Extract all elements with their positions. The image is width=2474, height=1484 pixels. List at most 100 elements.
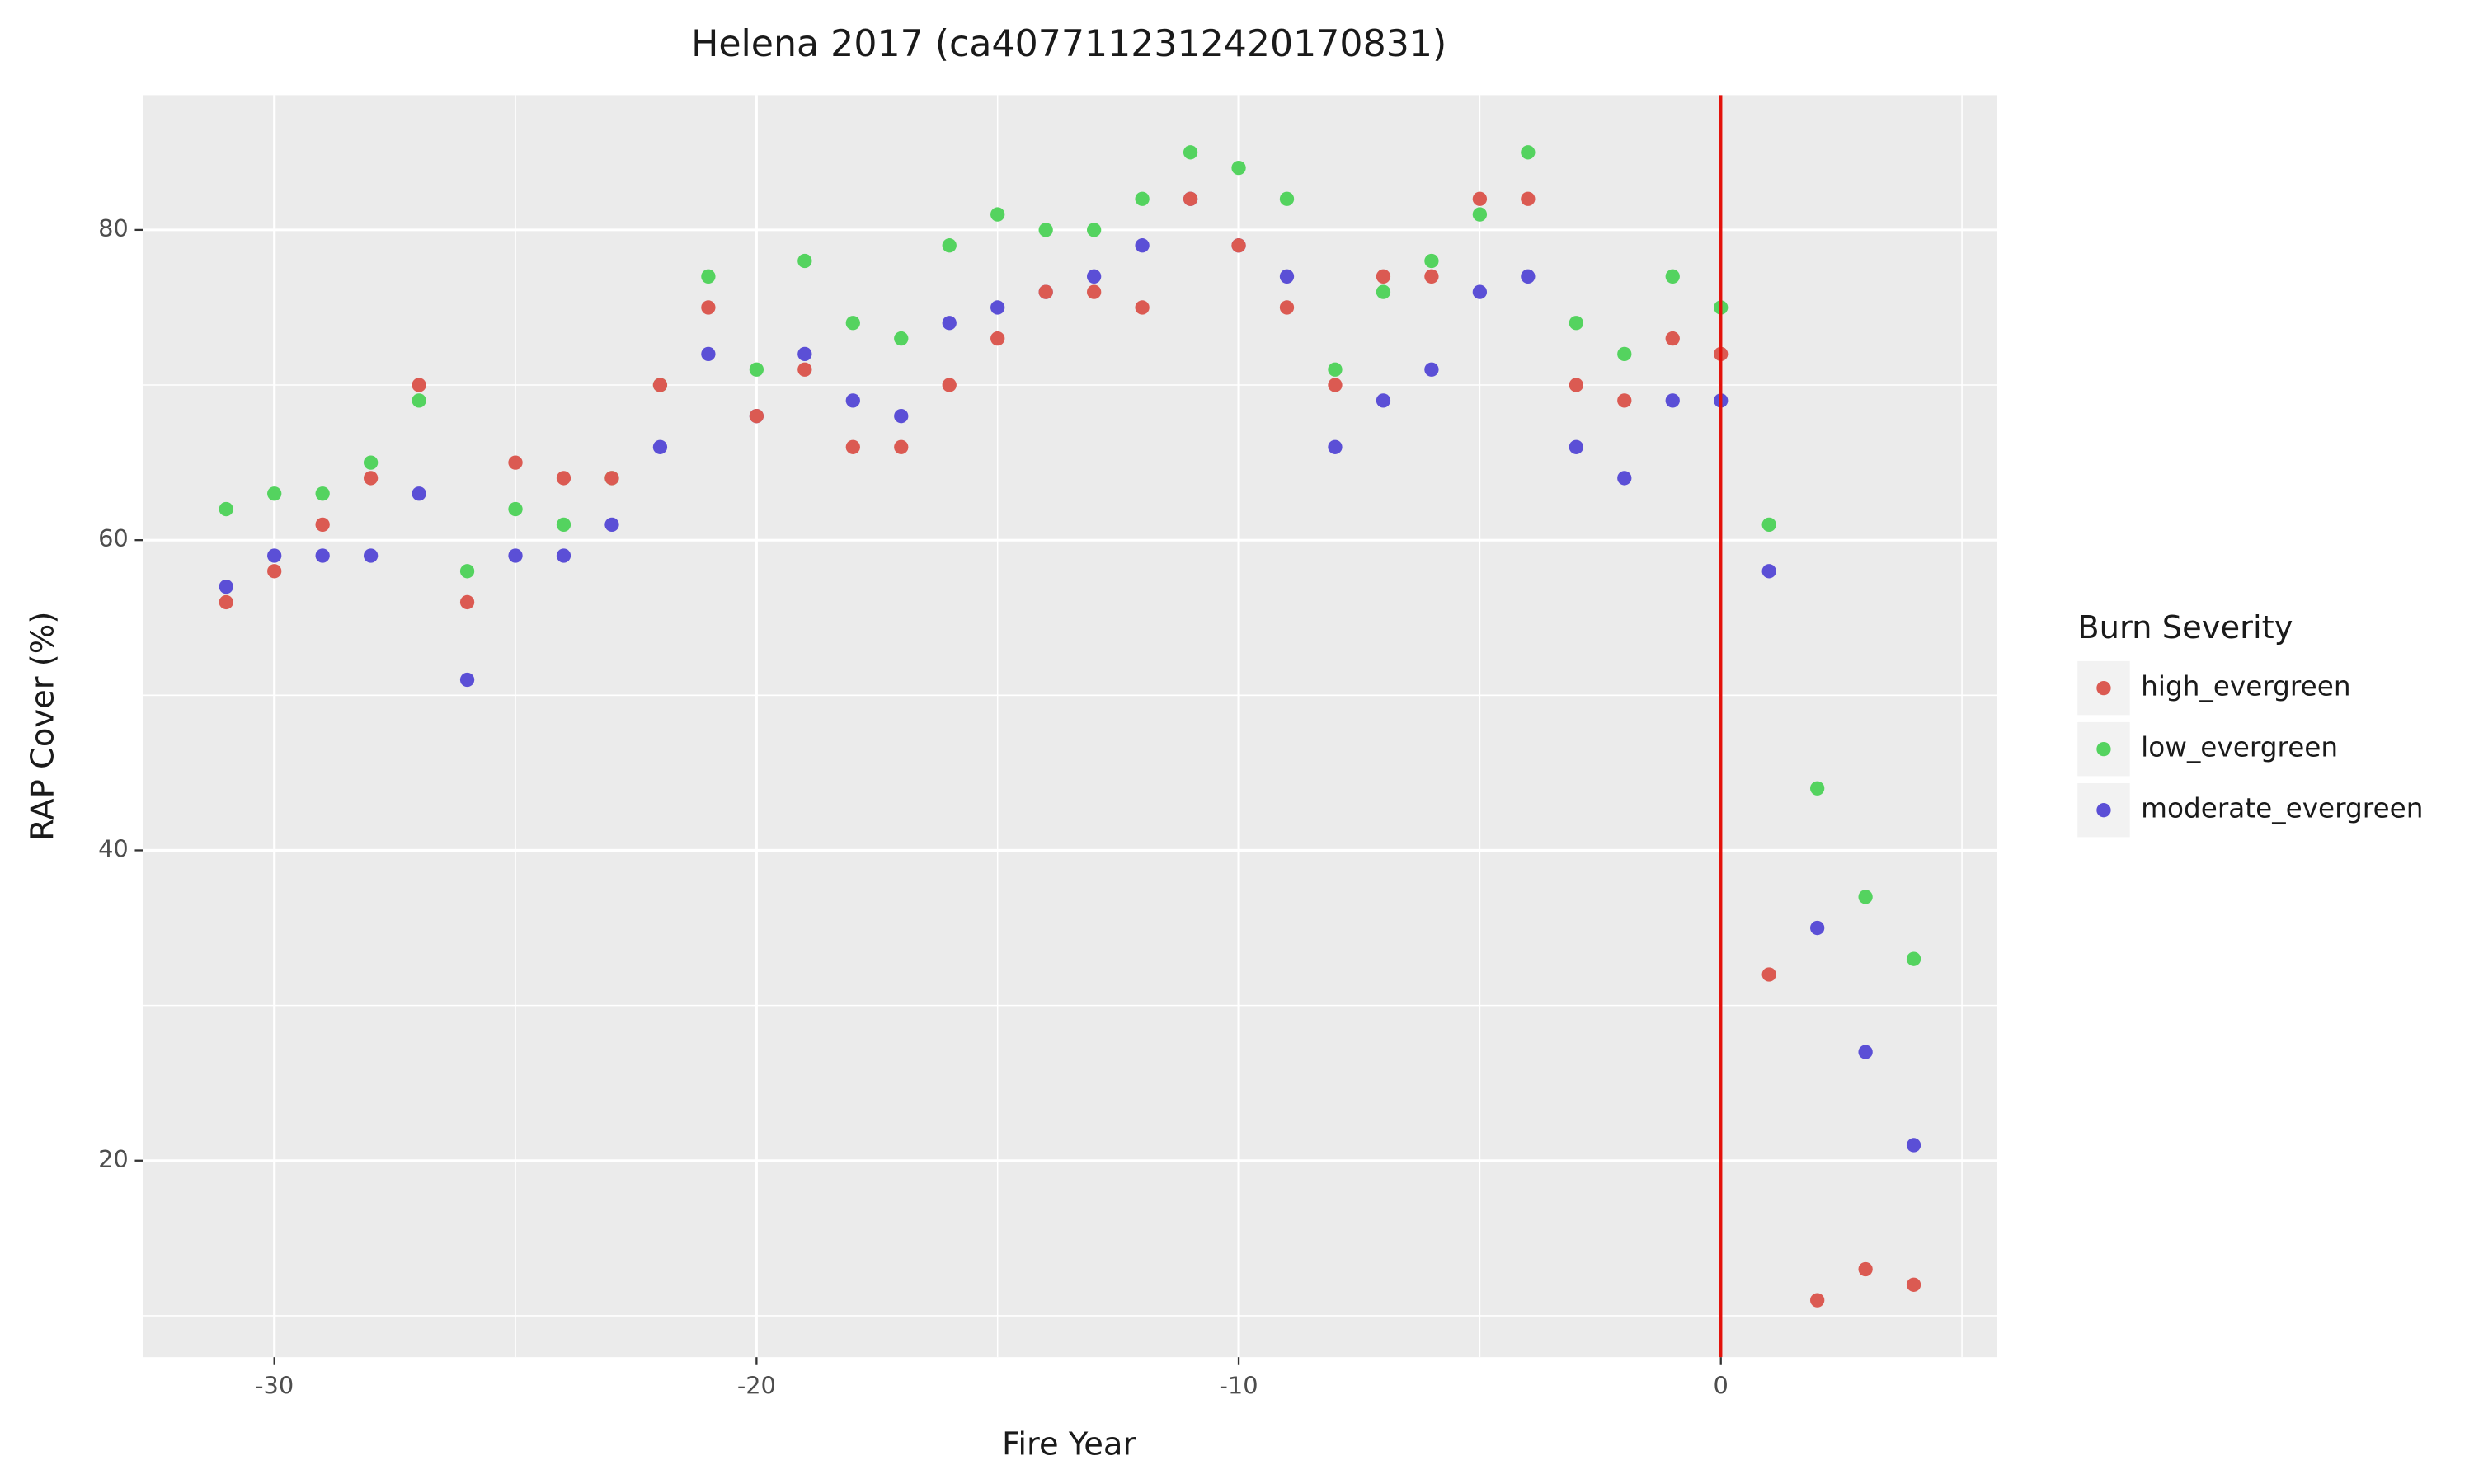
point xyxy=(508,455,523,470)
point xyxy=(1135,300,1150,315)
point xyxy=(363,471,379,486)
point xyxy=(508,548,523,563)
point xyxy=(845,393,860,408)
point xyxy=(1569,316,1583,331)
point xyxy=(459,564,475,579)
point xyxy=(701,346,716,362)
legend-label: high_evergreen xyxy=(2141,671,2350,702)
y-axis-label: RAP Cover (%) xyxy=(24,612,61,841)
x-tick-label: 0 xyxy=(1714,1372,1729,1400)
point xyxy=(1521,145,1536,160)
point xyxy=(1521,191,1536,206)
point xyxy=(1906,1138,1921,1153)
point xyxy=(412,393,426,408)
point xyxy=(1906,951,1921,966)
x-tick-label: -30 xyxy=(255,1372,294,1400)
point xyxy=(942,316,957,331)
point xyxy=(508,501,523,517)
point xyxy=(267,564,282,579)
point xyxy=(219,501,233,517)
point xyxy=(363,548,379,563)
point xyxy=(1135,238,1150,253)
point xyxy=(1231,238,1246,253)
point xyxy=(894,439,909,454)
point xyxy=(315,548,330,563)
point xyxy=(1231,160,1246,176)
legend-title: Burn Severity xyxy=(2077,609,2293,646)
point xyxy=(1086,269,1102,284)
legend-marker xyxy=(2096,742,2111,757)
point xyxy=(1665,269,1680,284)
point xyxy=(1858,890,1873,904)
y-tick-label: 80 xyxy=(98,214,129,242)
point xyxy=(652,378,668,392)
point xyxy=(1617,346,1632,362)
point xyxy=(1424,269,1439,284)
point xyxy=(1135,191,1150,206)
point xyxy=(1086,284,1102,299)
point xyxy=(797,253,812,269)
y-tick-label: 20 xyxy=(98,1145,129,1173)
point xyxy=(894,331,909,346)
point xyxy=(845,316,860,331)
point xyxy=(1328,439,1343,454)
point xyxy=(1086,223,1102,237)
point xyxy=(701,269,716,284)
point xyxy=(845,439,860,454)
point xyxy=(1858,1261,1873,1277)
legend-label: low_evergreen xyxy=(2141,732,2338,763)
point xyxy=(1183,191,1198,206)
point xyxy=(1569,378,1583,392)
point xyxy=(1617,471,1632,486)
point xyxy=(1810,781,1825,796)
point xyxy=(459,672,475,688)
point xyxy=(556,471,571,486)
point xyxy=(556,517,571,533)
point xyxy=(652,439,668,454)
point xyxy=(990,300,1005,315)
point xyxy=(1376,269,1391,284)
point xyxy=(749,409,764,424)
point xyxy=(556,548,571,563)
point xyxy=(219,594,233,610)
point xyxy=(1424,253,1439,269)
point xyxy=(1761,564,1776,579)
plot-panel xyxy=(143,95,1997,1358)
x-tick-label: -20 xyxy=(737,1372,776,1400)
point xyxy=(1472,284,1488,299)
point xyxy=(1617,393,1632,408)
point xyxy=(1376,284,1391,299)
point xyxy=(797,362,812,377)
point xyxy=(990,207,1005,222)
point xyxy=(1279,191,1295,206)
point xyxy=(1424,362,1439,377)
point xyxy=(1376,393,1391,408)
x-axis-label: Fire Year xyxy=(1002,1425,1136,1463)
point xyxy=(412,486,426,501)
point xyxy=(1279,300,1295,315)
point xyxy=(604,471,619,486)
point xyxy=(942,238,957,253)
point xyxy=(1472,207,1488,222)
point xyxy=(894,409,909,424)
point xyxy=(749,362,764,377)
x-tick-label: -10 xyxy=(1219,1372,1258,1400)
point xyxy=(701,300,716,315)
point xyxy=(1328,378,1343,392)
point xyxy=(1472,191,1488,206)
point xyxy=(459,594,475,610)
y-tick-label: 40 xyxy=(98,834,129,862)
legend-label: moderate_evergreen xyxy=(2141,793,2423,824)
point xyxy=(363,455,379,470)
point xyxy=(1183,145,1198,160)
point xyxy=(1761,967,1776,982)
point xyxy=(604,517,619,533)
point xyxy=(1279,269,1295,284)
point xyxy=(1665,331,1680,346)
legend-marker xyxy=(2096,680,2111,696)
legend-marker xyxy=(2096,803,2111,818)
point xyxy=(1810,920,1825,936)
point xyxy=(797,346,812,362)
